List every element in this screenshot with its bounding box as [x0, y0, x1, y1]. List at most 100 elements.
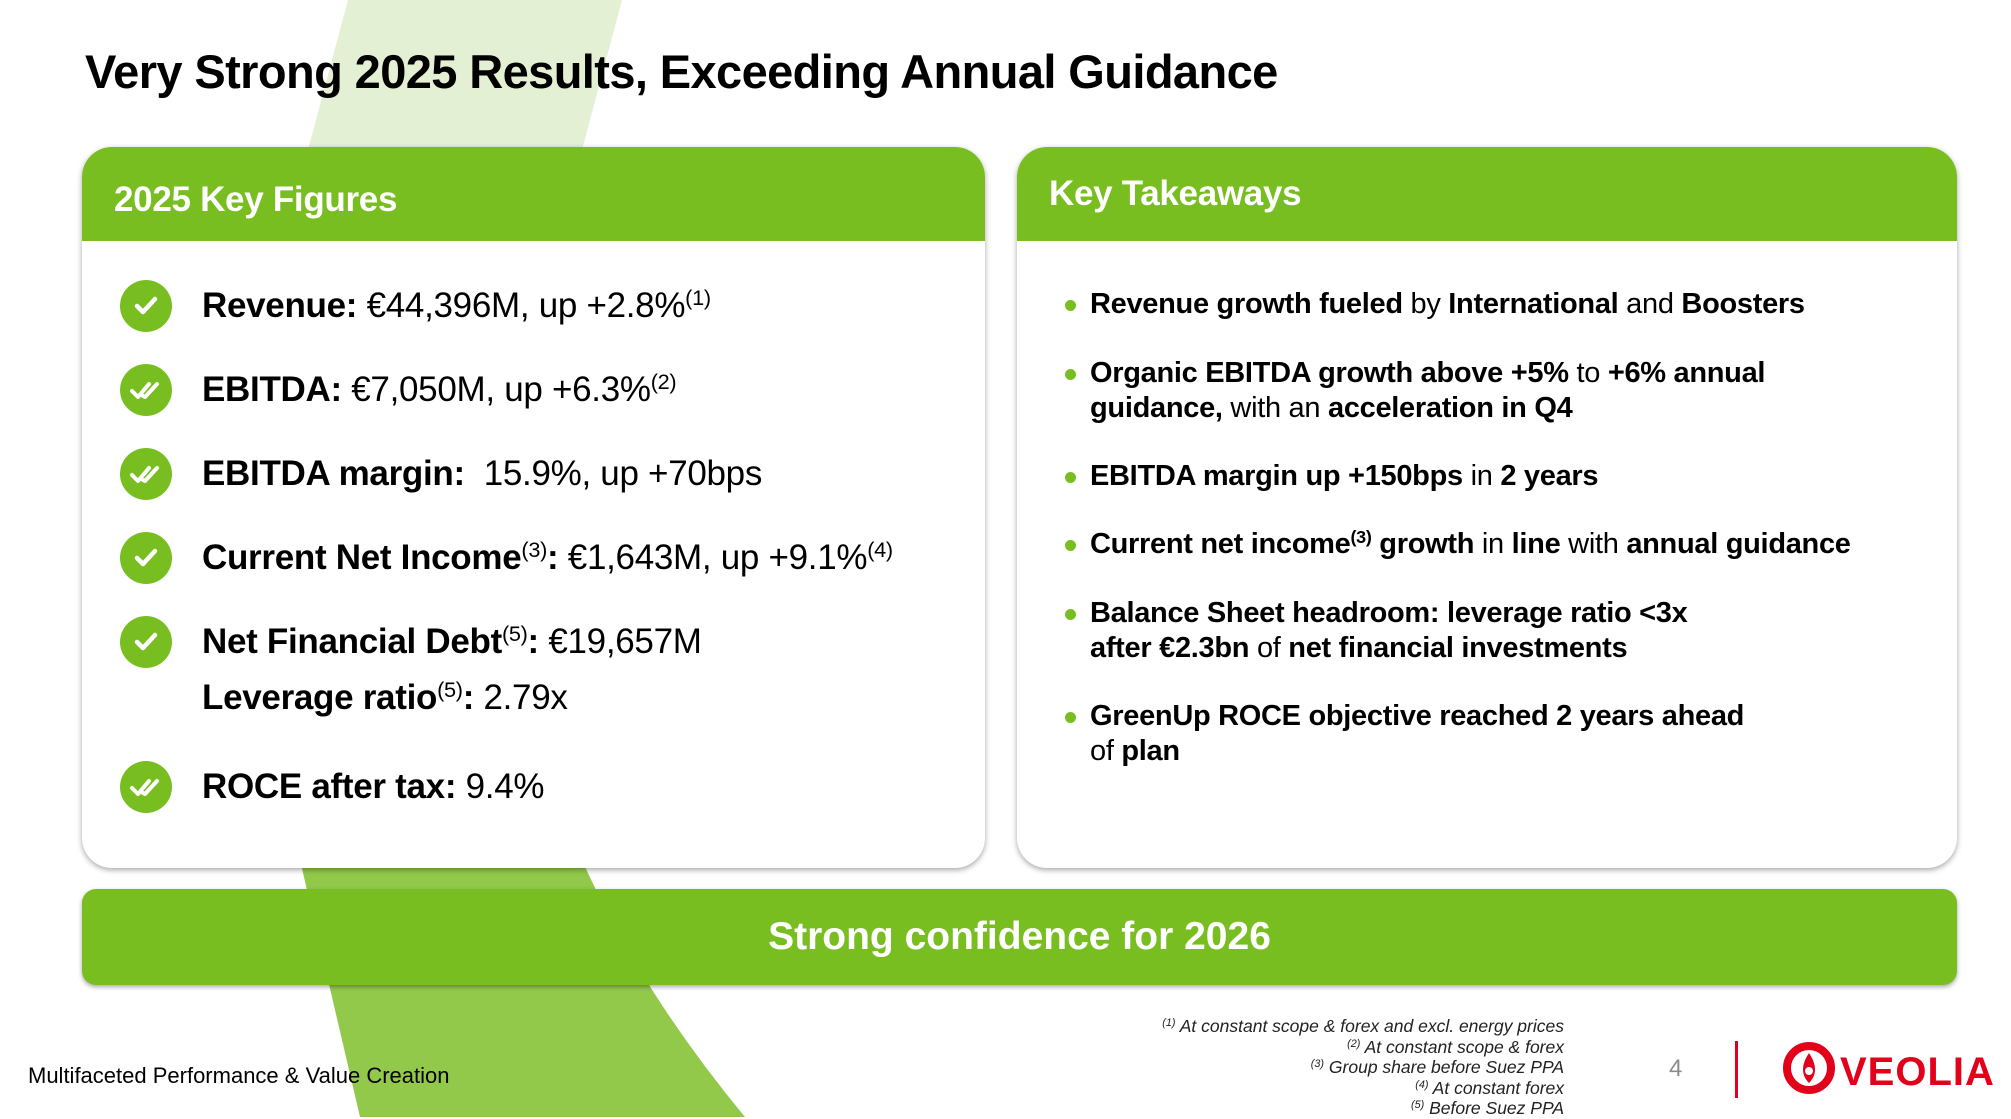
text-run: 9.4%	[465, 767, 545, 806]
text-run: ROCE after tax:	[202, 767, 466, 806]
footnote-ref: (2)	[650, 369, 677, 395]
text-run: :	[462, 678, 484, 717]
bullet-icon	[1065, 540, 1076, 551]
text-run: :	[547, 538, 568, 577]
key-figure-text: Revenue: €44,396M, up +2.8%(1)	[202, 286, 711, 326]
bullet-icon	[1065, 369, 1076, 380]
text-run: Current net income	[1090, 528, 1351, 560]
key-figure-item: Leverage ratio(5): 2.79x	[82, 678, 568, 718]
takeaway-line: guidance, with an acceleration in Q4	[1090, 391, 1765, 426]
footnote-mark: (5)	[1410, 1099, 1425, 1112]
double-check-icon	[120, 364, 172, 416]
key-figure-text: EBITDA: €7,050M, up +6.3%(2)	[202, 369, 677, 410]
text-run: EBITDA margin:	[202, 454, 475, 493]
key-figure-text: ROCE after tax: 9.4%	[202, 767, 544, 807]
text-run: GreenUp ROCE objective reached 2 years a…	[1090, 700, 1745, 732]
footer-section-title: Multifaceted Performance & Value Creatio…	[28, 1063, 450, 1088]
footer-divider	[1735, 1041, 1738, 1098]
footnote-text: At constant scope & forex	[1360, 1036, 1564, 1057]
takeaway-text: Current net income(3) growth in line wit…	[1090, 527, 1851, 562]
text-run: 2.79x	[483, 678, 568, 717]
text-run: acceleration in Q4	[1327, 392, 1573, 424]
text-run: €7,050M, up +6.3%	[351, 370, 651, 409]
takeaway-item: Organic EBITDA growth above +5% to +6% a…	[1065, 356, 1765, 426]
takeaway-item: Current net income(3) growth in line wit…	[1065, 527, 1851, 562]
bullet-icon	[1065, 472, 1076, 483]
takeaway-text: Revenue growth fueled by International a…	[1090, 287, 1805, 322]
key-figure-text: EBITDA margin: 15.9%, up +70bps	[202, 454, 762, 494]
takeaway-line: GreenUp ROCE objective reached 2 years a…	[1090, 699, 1744, 734]
takeaway-line: after €2.3bn of net financial investment…	[1090, 631, 1687, 666]
text-run: Balance Sheet headroom: leverage ratio <…	[1090, 597, 1688, 629]
text-run: after €2.3bn	[1090, 632, 1250, 664]
text-run: EBITDA:	[202, 370, 352, 409]
text-run: growth	[1371, 528, 1475, 560]
text-run: with	[1560, 528, 1627, 560]
key-figure-item: EBITDA margin: 15.9%, up +70bps	[82, 448, 762, 500]
double-check-icon	[120, 448, 172, 500]
footnote-mark: (1)	[1162, 1017, 1176, 1030]
text-run: €44,396M, up +2.8%	[366, 286, 686, 325]
footnotes: (1) At constant scope & forex and excl. …	[1162, 1016, 1564, 1119]
footnote-ref: (1)	[685, 285, 711, 311]
key-figure-item: Revenue: €44,396M, up +2.8%(1)	[82, 280, 711, 332]
footnote-ref: (3)	[1350, 527, 1372, 548]
footnote-ref: (3)	[521, 537, 547, 563]
veolia-logo: VEOLIA	[1782, 1039, 1997, 1102]
footnote-mark: (4)	[1415, 1078, 1429, 1091]
footnote: (4) At constant forex	[1162, 1078, 1564, 1099]
text-run: :	[527, 622, 549, 661]
takeaway-text: Organic EBITDA growth above +5% to +6% a…	[1090, 356, 1765, 426]
footnote-text: At constant forex	[1428, 1077, 1564, 1098]
footnote-mark: (2)	[1347, 1037, 1361, 1050]
svg-text:VEOLIA: VEOLIA	[1840, 1050, 1995, 1094]
footnote-ref: (5)	[437, 677, 463, 703]
double-check-icon	[120, 761, 172, 813]
text-run: and	[1618, 288, 1682, 320]
key-figures-card: 2025 Key Figures Revenue: €44,396M, up +…	[82, 147, 985, 868]
text-run: +6% annual	[1607, 357, 1766, 389]
key-figure-text: Net Financial Debt(5): €19,657M	[202, 622, 702, 662]
text-run: Organic EBITDA growth above +5%	[1090, 357, 1569, 389]
takeaway-item: Revenue growth fueled by International a…	[1065, 287, 1805, 322]
footnote-ref: (5)	[501, 621, 528, 647]
takeaway-line: EBITDA margin up +150bps in 2 years	[1090, 459, 1599, 494]
text-run: Revenue:	[202, 286, 367, 325]
key-figure-text: Current Net Income(3): €1,643M, up +9.1%…	[202, 538, 893, 578]
key-figure-item: ROCE after tax: 9.4%	[82, 761, 544, 813]
key-figure-item: Net Financial Debt(5): €19,657M	[82, 616, 702, 668]
light-green-band	[308, 0, 622, 150]
confidence-banner: Strong confidence for 2026	[82, 889, 1957, 985]
footnote-ref: (4)	[867, 537, 893, 563]
text-run: Net Financial Debt	[202, 622, 502, 661]
key-figures-heading: 2025 Key Figures	[82, 147, 985, 241]
takeaway-line: Revenue growth fueled by International a…	[1090, 287, 1805, 322]
text-run: of	[1249, 632, 1289, 664]
text-run: €1,643M, up +9.1%	[567, 538, 868, 577]
key-figure-item: Current Net Income(3): €1,643M, up +9.1%…	[82, 532, 893, 584]
takeaway-line: of plan	[1090, 734, 1744, 769]
text-run: guidance,	[1090, 392, 1223, 424]
footnote-text: Before Suez PPA	[1424, 1098, 1564, 1119]
takeaway-text: Balance Sheet headroom: leverage ratio <…	[1090, 596, 1688, 666]
text-run: to	[1568, 357, 1608, 389]
text-run: line	[1511, 528, 1561, 560]
takeaway-item: EBITDA margin up +150bps in 2 years	[1065, 459, 1599, 494]
text-run: net financial investments	[1288, 632, 1628, 664]
text-run: of	[1090, 735, 1122, 767]
page-number: 4	[1669, 1055, 1683, 1082]
page-title: Very Strong 2025 Results, Exceeding Annu…	[85, 45, 1278, 98]
text-run: in	[1474, 528, 1512, 560]
text-run: plan	[1121, 735, 1180, 767]
footnote-text: Group share before Suez PPA	[1324, 1057, 1564, 1078]
takeaway-line: Balance Sheet headroom: leverage ratio <…	[1090, 596, 1688, 631]
takeaway-text: EBITDA margin up +150bps in 2 years	[1090, 459, 1599, 494]
takeaway-text: GreenUp ROCE objective reached 2 years a…	[1090, 699, 1744, 769]
takeaway-item: Balance Sheet headroom: leverage ratio <…	[1065, 596, 1688, 666]
text-run: Current Net Income	[202, 538, 522, 577]
key-takeaways-heading: Key Takeaways	[1017, 147, 1957, 241]
key-figure-text: Leverage ratio(5): 2.79x	[202, 678, 568, 718]
text-run: Boosters	[1681, 288, 1805, 320]
key-figure-item: EBITDA: €7,050M, up +6.3%(2)	[82, 364, 677, 416]
text-run: EBITDA margin up +150bps	[1090, 460, 1463, 492]
